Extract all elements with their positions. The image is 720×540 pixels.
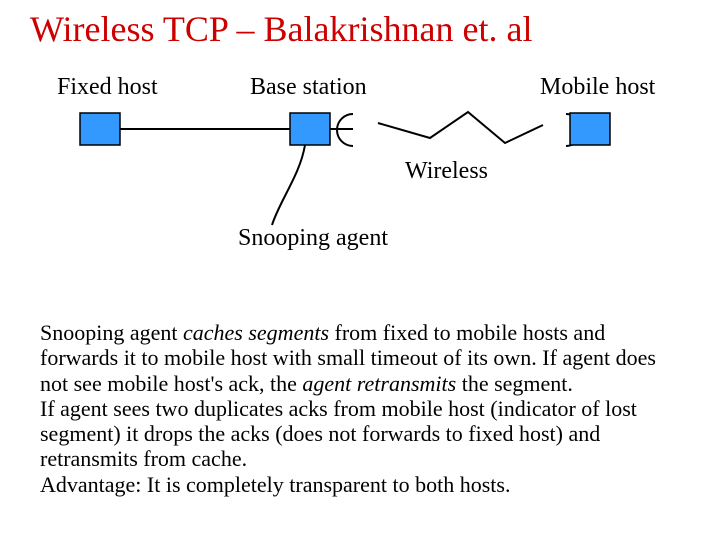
body-p1-a: Snooping agent [40, 320, 183, 345]
body-p1-em2: agent retransmits [302, 371, 456, 396]
antenna-mobile-host [566, 114, 582, 146]
mobile-host-box [570, 113, 610, 145]
label-base-station: Base station [250, 74, 367, 101]
body-text: Snooping agent caches segments from fixe… [40, 320, 680, 497]
antenna-base-station [337, 114, 353, 146]
radio-wave [378, 112, 543, 143]
body-p3: Advantage: It is completely transparent … [40, 472, 510, 497]
fixed-host-box [80, 113, 120, 145]
base-station-box [290, 113, 330, 145]
slide: Wireless TCP – Balakrishnan et. al Fixed… [0, 0, 720, 540]
label-snooping-agent: Snooping agent [238, 225, 388, 252]
label-wireless: Wireless [405, 158, 488, 185]
body-p1-em1: caches segments [183, 320, 329, 345]
body-p1-c: the segment. [456, 371, 573, 396]
snooping-pointer-curve [272, 145, 305, 225]
label-mobile-host: Mobile host [540, 74, 655, 101]
slide-title: Wireless TCP – Balakrishnan et. al [30, 8, 532, 50]
body-p2: If agent sees two duplicates acks from m… [40, 396, 637, 472]
label-fixed-host: Fixed host [57, 74, 158, 101]
